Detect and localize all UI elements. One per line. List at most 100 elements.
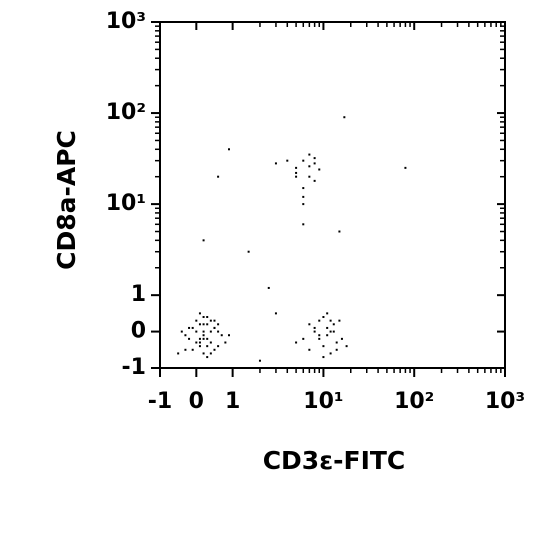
data-point xyxy=(209,352,212,355)
data-point xyxy=(313,179,316,182)
data-point xyxy=(228,148,230,151)
y-tick-label: 10¹ xyxy=(106,191,146,216)
data-point xyxy=(224,341,227,344)
data-point xyxy=(302,195,305,198)
data-point xyxy=(213,326,216,329)
data-point xyxy=(198,323,201,326)
data-point xyxy=(213,319,216,322)
data-point xyxy=(295,175,298,178)
data-point xyxy=(329,352,332,355)
data-point xyxy=(198,345,201,348)
data-point xyxy=(274,162,277,165)
data-point xyxy=(206,356,209,359)
data-point xyxy=(202,239,205,242)
y-tick-label: 0 xyxy=(131,319,146,344)
data-point xyxy=(274,312,277,315)
data-point xyxy=(195,341,198,344)
data-point xyxy=(302,187,305,190)
data-point xyxy=(247,250,250,253)
x-tick-label: 0 xyxy=(189,389,204,414)
data-point xyxy=(191,348,194,351)
data-point xyxy=(195,319,198,322)
data-point xyxy=(313,157,316,160)
data-point xyxy=(318,337,321,340)
data-point xyxy=(308,348,311,351)
data-point xyxy=(206,323,209,326)
data-point xyxy=(202,334,205,337)
data-point xyxy=(286,159,289,162)
data-point xyxy=(198,337,201,340)
data-point xyxy=(404,166,407,169)
data-point xyxy=(338,319,341,322)
data-point xyxy=(332,330,335,333)
data-point xyxy=(318,319,321,322)
data-point xyxy=(198,341,201,344)
x-tick-label: -1 xyxy=(148,389,172,414)
data-point xyxy=(326,312,329,315)
data-point xyxy=(177,352,180,355)
data-point xyxy=(313,326,316,329)
data-point xyxy=(322,356,325,359)
plot-frame xyxy=(159,21,506,369)
data-point xyxy=(302,159,305,162)
data-point xyxy=(195,330,198,333)
data-point xyxy=(318,334,321,337)
y-axis-title: CD8a-APC xyxy=(52,130,81,270)
data-point xyxy=(188,326,191,329)
data-point xyxy=(202,337,205,340)
data-point xyxy=(335,348,338,351)
data-point xyxy=(295,171,298,174)
y-tick-label: -1 xyxy=(122,355,146,380)
data-point xyxy=(308,165,311,168)
data-point xyxy=(313,162,316,165)
data-point xyxy=(322,345,325,348)
data-point xyxy=(213,348,216,351)
data-point xyxy=(209,319,212,322)
data-point xyxy=(206,345,209,348)
data-point xyxy=(329,330,332,333)
data-point xyxy=(322,316,325,319)
data-point xyxy=(202,316,205,319)
data-point xyxy=(184,334,187,337)
data-point xyxy=(302,203,305,206)
data-point xyxy=(308,175,311,178)
y-tick-label: 10² xyxy=(106,100,146,125)
data-point xyxy=(202,330,205,333)
data-point xyxy=(217,175,220,178)
data-point xyxy=(295,341,298,344)
data-point xyxy=(302,223,305,226)
data-point xyxy=(258,359,261,362)
x-tick-label: 10² xyxy=(394,389,434,414)
data-point xyxy=(191,326,194,329)
data-point xyxy=(308,153,311,156)
data-point xyxy=(308,323,311,326)
data-point xyxy=(343,116,346,119)
data-point xyxy=(340,337,343,340)
x-axis-title: CD3ε-FITC xyxy=(263,446,406,475)
data-point xyxy=(217,323,220,326)
data-point xyxy=(326,334,329,337)
y-tick-label: 10³ xyxy=(106,9,146,34)
x-tick-label: 10³ xyxy=(485,389,525,414)
data-point xyxy=(228,334,230,337)
data-point xyxy=(206,316,209,319)
data-point xyxy=(209,341,212,344)
x-tick-label: 1 xyxy=(225,389,240,414)
data-point xyxy=(313,330,316,333)
x-tick-label: 10¹ xyxy=(303,389,343,414)
data-point xyxy=(217,345,220,348)
y-tick-label: 1 xyxy=(131,282,146,307)
data-point xyxy=(335,341,338,344)
data-point xyxy=(318,168,321,171)
data-point xyxy=(202,323,205,326)
data-point xyxy=(220,334,223,337)
data-point xyxy=(188,337,191,340)
data-point xyxy=(332,323,335,326)
data-point xyxy=(209,330,212,333)
data-point xyxy=(217,330,220,333)
data-point xyxy=(326,326,329,329)
data-point xyxy=(302,337,305,340)
data-point xyxy=(206,337,209,340)
data-point xyxy=(180,330,183,333)
